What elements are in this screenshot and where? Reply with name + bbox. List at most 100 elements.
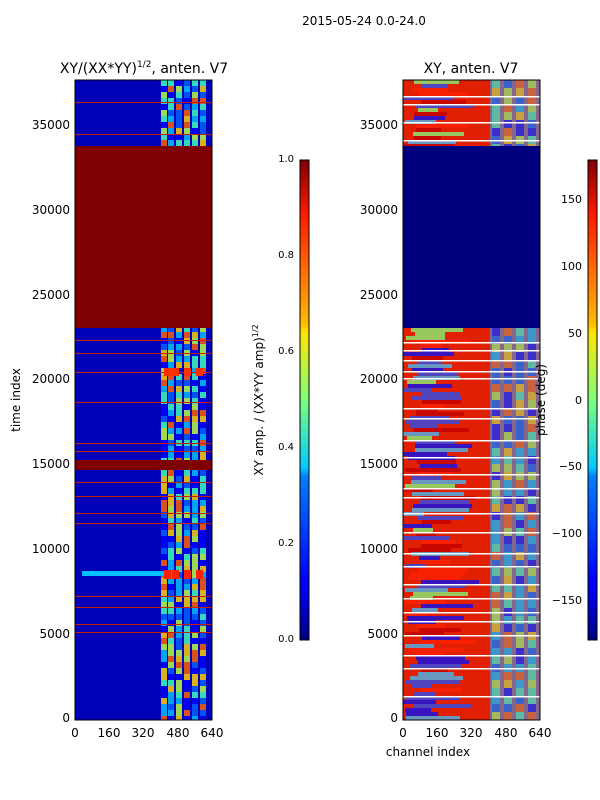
amp-column-cell [192, 572, 198, 578]
amp-column-cell [168, 128, 174, 134]
amp-column-cell [184, 410, 190, 416]
figure-suptitle: 2015-05-24 0.0-24.0 [302, 14, 426, 28]
amp-column-cell [168, 404, 174, 410]
phase-ytick-label: 10000 [360, 542, 398, 556]
phase-column-cell [504, 352, 512, 360]
phase-band [414, 136, 441, 140]
phase-column-cell [504, 416, 512, 424]
amp-colorbar-tick: 0.4 [278, 442, 294, 453]
amp-hot-cell [184, 570, 191, 579]
phase-band [420, 640, 476, 644]
amp-column-cell [161, 476, 167, 482]
amp-column-cell [161, 116, 167, 122]
phase-band [404, 96, 453, 100]
amp-column-cell [184, 422, 190, 428]
amp-column-cell [176, 386, 182, 392]
phase-band [405, 420, 459, 424]
amp-column-cell [192, 548, 198, 554]
amp-column-cell [176, 692, 182, 698]
phase-band [421, 100, 466, 104]
phase-column-cell [516, 680, 524, 688]
amp-column-cell [161, 506, 167, 512]
phase-column-cell [528, 408, 536, 416]
phase-band [403, 600, 446, 604]
amp-column-cell [161, 488, 167, 494]
amp-column-cell [184, 548, 190, 554]
amp-column-cell [168, 566, 174, 572]
amp-column-cell [176, 428, 182, 434]
phase-column-cell [516, 472, 524, 480]
phase-band [413, 528, 433, 532]
phase-column-cell [516, 80, 524, 88]
amp-column-cell [184, 554, 190, 560]
amp-column-cell [192, 710, 198, 716]
phase-column-cell [516, 104, 524, 112]
amp-column-cell [200, 488, 206, 494]
amp-column-cell [200, 500, 206, 506]
amp-hot-cell [172, 368, 179, 376]
phase-gap-line [403, 122, 540, 124]
amp-column-cell [168, 650, 174, 656]
phase-column-cell [492, 344, 500, 352]
amp-column-cell [192, 380, 198, 386]
amp-column-cell [192, 614, 198, 620]
phase-column-cell [528, 656, 536, 664]
amp-column-cell [176, 110, 182, 116]
amp-column-cell [161, 644, 167, 650]
phase-band [411, 480, 466, 484]
phase-band [408, 576, 460, 580]
phase-band [412, 684, 432, 688]
phase-column-cell [516, 488, 524, 496]
amp-column-cell [168, 662, 174, 668]
amp-column-cell [192, 386, 198, 392]
amp-column-cell [161, 716, 167, 720]
phase-xtick-label: 320 [460, 726, 483, 740]
phase-band [420, 464, 457, 468]
phase-column-cell [528, 616, 536, 624]
phase-column-cell [516, 520, 524, 528]
phase-column-cell [528, 120, 536, 128]
phase-column-cell [492, 584, 500, 592]
phase-band [416, 656, 465, 660]
amp-column-cell [192, 422, 198, 428]
amp-column-cell [200, 704, 206, 710]
phase-column-cell [492, 576, 500, 584]
amp-column-cell [168, 356, 174, 362]
amp-hline [75, 513, 212, 514]
amp-column-cell [168, 584, 174, 590]
amp-column-cell [176, 80, 182, 86]
phase-column-cell [516, 328, 524, 336]
amp-column-cell [176, 584, 182, 590]
phase-xtick-label: 640 [529, 726, 552, 740]
phase-band [418, 360, 441, 364]
phase-gap-line [403, 440, 540, 442]
amp-column-cell [161, 518, 167, 524]
amp-column-cell [168, 482, 174, 488]
amp-column-cell [184, 332, 190, 338]
phase-column-cell [504, 448, 512, 456]
amp-column-cell [168, 530, 174, 536]
phase-column-cell [516, 448, 524, 456]
phase-band [403, 352, 454, 356]
phase-column-cell [528, 360, 536, 368]
amp-column-cell [161, 404, 167, 410]
phase-column-cell [492, 464, 500, 472]
amp-column-cell [200, 590, 206, 596]
amp-column-cell [184, 626, 190, 632]
amp-ytick-label: 0 [62, 711, 70, 725]
amp-column-cell [176, 632, 182, 638]
phase-column-cell [516, 128, 524, 136]
phase-column-cell [516, 536, 524, 544]
phase-column-cell [516, 416, 524, 424]
phase-column-cell [492, 352, 500, 360]
amp-column-cell [192, 530, 198, 536]
amp-column-cell [192, 404, 198, 410]
amp-column-cell [161, 662, 167, 668]
phase-column-cell [528, 80, 536, 88]
amp-column-cell [168, 596, 174, 602]
phase-column-cell [492, 680, 500, 688]
amp-colorbar-tick: 0.8 [278, 250, 294, 261]
amp-column-cell [161, 482, 167, 488]
amp-column-cell [192, 110, 198, 116]
amp-column-cell [161, 92, 167, 98]
